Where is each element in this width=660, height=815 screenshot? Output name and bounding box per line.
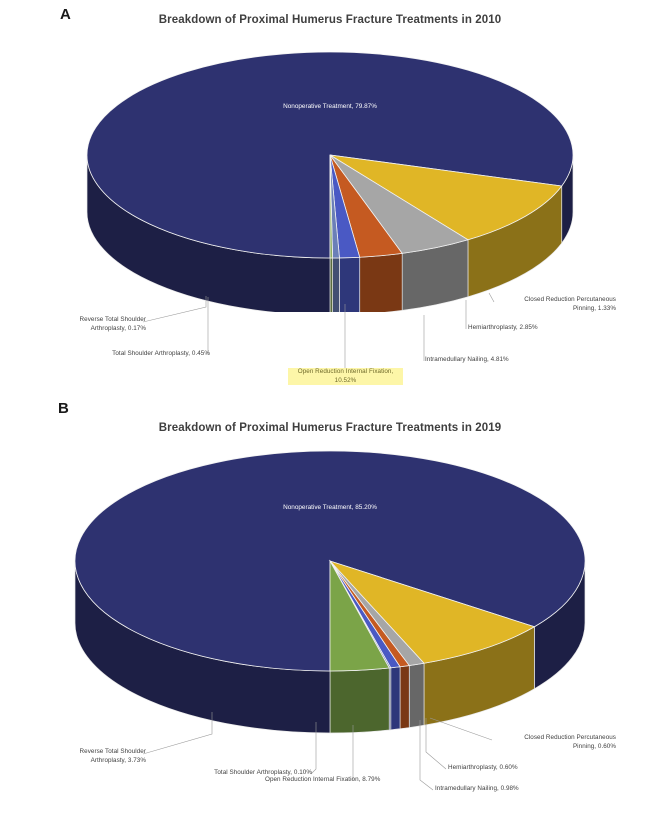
pie-chart-2019: Nonoperative Treatment, 85.20% (74, 450, 586, 734)
pie-inner-label: Nonoperative Treatment, 79.87% (283, 103, 377, 110)
callout-total-shoulder-a: Total Shoulder Arthroplasty, 0.45% (112, 350, 210, 357)
panel-b-letter: B (58, 400, 70, 417)
callout-crpp-b: Closed Reduction Percutaneous Pinning, 0… (524, 734, 616, 750)
callout-intramedullary-a: Intramedullary Nailing, 4.81% (425, 356, 509, 363)
pie-slice-top-6 (329, 154, 334, 259)
pie-slice-side-4 (390, 666, 401, 731)
callout-reverse-total-shoulder-a: Reverse Total Shoulder Arthroplasty, 0.1… (79, 316, 146, 332)
panel-b: B Breakdown of Proximal Humerus Fracture… (0, 392, 660, 815)
callout-hemiarthroplasty-a: Hemiarthroplasty, 2.85% (468, 324, 538, 331)
callout-orif-a: Open Reduction Internal Fixation, 10.52% (288, 368, 403, 386)
pie-slice-side-3 (359, 252, 403, 312)
pie-slice-top-1 (328, 560, 536, 664)
pie-inner-label: Nonoperative Treatment, 85.20% (283, 504, 377, 511)
callout-crpp-a: Closed Reduction Percutaneous Pinning, 1… (524, 296, 616, 312)
callout-intramedullary-b: Intramedullary Nailing, 0.98% (435, 785, 519, 792)
pie-slice-top-1 (329, 154, 563, 241)
pie-slice-side-5 (332, 257, 340, 312)
callout-orif-b: Open Reduction Internal Fixation, 8.79% (265, 776, 381, 783)
panel-b-title: Breakdown of Proximal Humerus Fracture T… (158, 422, 502, 434)
pie-slice-side-6 (329, 257, 333, 312)
pie-slice-top-6 (329, 559, 390, 672)
pie-slice-side-3 (399, 665, 410, 730)
panel-a-letter: A (60, 6, 72, 23)
panel-a: A Breakdown of Proximal Humerus Fracture… (0, 0, 660, 400)
callout-total-shoulder-b: Total Shoulder Arthroplasty, 0.10% (214, 769, 312, 776)
callout-hemiarthroplasty-b: Hemiarthroplasty, 0.60% (448, 764, 518, 771)
pie-slice-side-4 (339, 256, 361, 312)
pie-chart-2010: Nonoperative Treatment, 79.87% (86, 52, 574, 312)
panel-a-title: Breakdown of Proximal Humerus Fracture T… (158, 14, 502, 26)
pie-slice-side-6 (329, 667, 390, 734)
callout-reverse-total-shoulder-b: Reverse Total Shoulder Arthroplasty, 3.7… (79, 748, 146, 764)
pie-slice-side-2 (408, 662, 425, 728)
